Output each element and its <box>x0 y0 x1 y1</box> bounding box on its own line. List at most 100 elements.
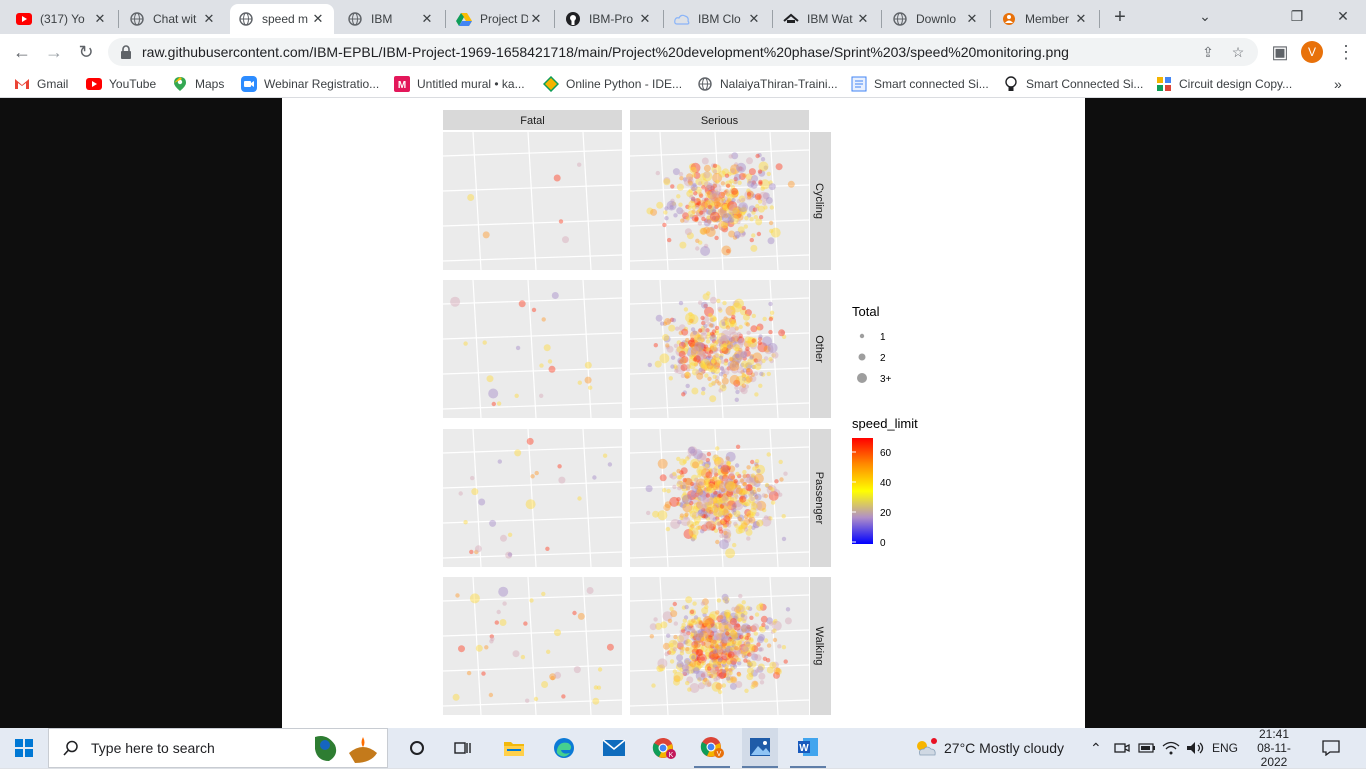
tab-close-icon[interactable]: ✕ <box>1075 11 1087 26</box>
data-point <box>705 635 710 640</box>
word-app-icon[interactable]: W <box>790 728 826 768</box>
bookmark-item[interactable]: Smart Connected Si... <box>1003 75 1143 93</box>
tab-9[interactable]: Downlo ✕ <box>884 4 988 34</box>
data-point <box>724 627 729 633</box>
data-point <box>686 631 691 636</box>
volume-icon[interactable] <box>1186 728 1204 768</box>
data-point <box>700 332 708 340</box>
tab-close-icon[interactable]: ✕ <box>203 11 215 26</box>
bookmark-item[interactable]: Smart connected Si... <box>851 75 989 93</box>
data-point <box>732 483 738 488</box>
forward-button[interactable]: → <box>45 42 63 62</box>
data-point <box>688 180 694 185</box>
file-explorer-icon[interactable] <box>496 728 532 768</box>
bookmark-star-icon[interactable]: ☆ <box>1231 44 1245 60</box>
language-indicator[interactable]: ENG <box>1212 741 1239 755</box>
show-hidden-icons-chevron-icon[interactable]: ⌃ <box>1090 739 1102 756</box>
bookmark-item[interactable]: M Untitled mural • ka... <box>394 75 525 93</box>
tab-4[interactable]: IBM ✕ <box>339 4 443 34</box>
chrome-profile-k-icon[interactable]: K <box>646 728 682 768</box>
data-point <box>717 512 722 517</box>
bookmark-item[interactable]: YouTube <box>86 75 156 93</box>
clock[interactable]: 21:41 08-11-2022 <box>1248 727 1300 769</box>
tab-6[interactable]: IBM-Pro ✕ <box>557 4 661 34</box>
data-point <box>781 334 787 339</box>
data-point <box>688 623 693 629</box>
new-tab-button[interactable]: + <box>1114 6 1126 28</box>
tab-close-icon[interactable]: ✕ <box>966 11 978 26</box>
profile-avatar[interactable]: V <box>1301 41 1323 63</box>
share-icon[interactable]: ⇪ <box>1202 44 1214 60</box>
tab-8[interactable]: IBM Wat ✕ <box>775 4 879 34</box>
data-point <box>458 645 465 653</box>
weather-widget[interactable]: 27°C Mostly cloudy <box>912 728 1064 768</box>
back-button[interactable]: ← <box>13 42 31 62</box>
taskbar-search-input[interactable]: Type here to search <box>48 728 388 768</box>
bookmark-item[interactable]: NalaiyaThiran-Traini... <box>697 75 838 93</box>
tab-close-icon[interactable]: ✕ <box>530 11 542 26</box>
data-point <box>727 361 735 369</box>
tab-2[interactable]: Chat wit ✕ <box>121 4 225 34</box>
data-point <box>709 345 717 353</box>
data-point <box>688 188 693 194</box>
task-view-icon[interactable] <box>446 728 480 768</box>
data-point <box>757 663 765 671</box>
close-window-button[interactable]: ✕ <box>1337 8 1349 24</box>
data-point <box>693 495 698 500</box>
data-point <box>718 632 725 640</box>
data-point <box>702 171 713 182</box>
bookmark-item[interactable]: Webinar Registratio... <box>241 75 379 93</box>
tab-close-icon[interactable]: ✕ <box>639 11 651 26</box>
wifi-icon[interactable] <box>1162 728 1180 768</box>
tab-close-icon[interactable]: ✕ <box>857 11 869 26</box>
tab-3[interactable]: speed m ✕ <box>230 4 334 34</box>
minimize-button[interactable]: ⌄ <box>1199 8 1211 24</box>
data-point <box>757 169 763 174</box>
tab-close-icon[interactable]: ✕ <box>312 11 324 26</box>
notification-center-icon[interactable] <box>1322 728 1340 768</box>
reload-button[interactable]: ↻ <box>78 42 94 62</box>
data-point <box>704 306 714 317</box>
tab-close-icon[interactable]: ✕ <box>748 11 760 26</box>
data-point <box>704 615 712 623</box>
data-point <box>682 495 689 503</box>
data-point <box>726 342 732 347</box>
bookmark-item[interactable]: Online Python - IDE... <box>543 75 682 93</box>
side-panel-icon[interactable]: ▣ <box>1271 42 1289 62</box>
chrome-profile-v-icon[interactable]: V <box>694 728 730 768</box>
menu-kebab-icon[interactable]: ⋮ <box>1337 42 1355 62</box>
bookmark-item[interactable]: Gmail <box>14 75 68 93</box>
windows-start-icon[interactable] <box>0 728 48 768</box>
grid-line <box>442 254 623 262</box>
mail-icon[interactable] <box>596 728 632 768</box>
data-point <box>707 635 713 640</box>
data-point <box>735 355 741 361</box>
grid-line <box>442 402 623 410</box>
tab-close-icon[interactable]: ✕ <box>94 11 106 26</box>
data-point <box>717 217 723 222</box>
data-point <box>723 508 729 513</box>
data-point <box>708 469 713 474</box>
restore-button[interactable]: ❐ <box>1290 8 1304 24</box>
address-bar[interactable]: raw.githubusercontent.com/IBM-EPBL/IBM-P… <box>108 38 1258 66</box>
tab-7[interactable]: IBM Clo ✕ <box>666 4 770 34</box>
data-point <box>696 649 704 656</box>
photos-app-icon[interactable] <box>742 728 778 768</box>
data-point <box>717 648 722 653</box>
data-point <box>697 509 705 517</box>
facet-strip-top <box>443 110 622 130</box>
bookmarks-overflow-button[interactable]: » <box>1334 76 1342 92</box>
meet-now-icon[interactable] <box>1114 728 1130 768</box>
data-point <box>732 235 738 240</box>
bookmark-item[interactable]: Maps <box>172 75 224 93</box>
tab-5[interactable]: Project D ✕ <box>448 4 552 34</box>
tab-10[interactable]: Member ✕ <box>993 4 1097 34</box>
data-point <box>729 479 737 487</box>
tab-close-icon[interactable]: ✕ <box>421 11 433 26</box>
cortana-icon[interactable] <box>400 728 434 768</box>
data-point <box>773 671 780 679</box>
bookmark-item[interactable]: Circuit design Copy... <box>1156 75 1292 93</box>
tab-1[interactable]: (317) Yo ✕ <box>8 4 116 34</box>
edge-browser-icon[interactable] <box>546 728 582 768</box>
battery-icon[interactable] <box>1138 728 1156 768</box>
